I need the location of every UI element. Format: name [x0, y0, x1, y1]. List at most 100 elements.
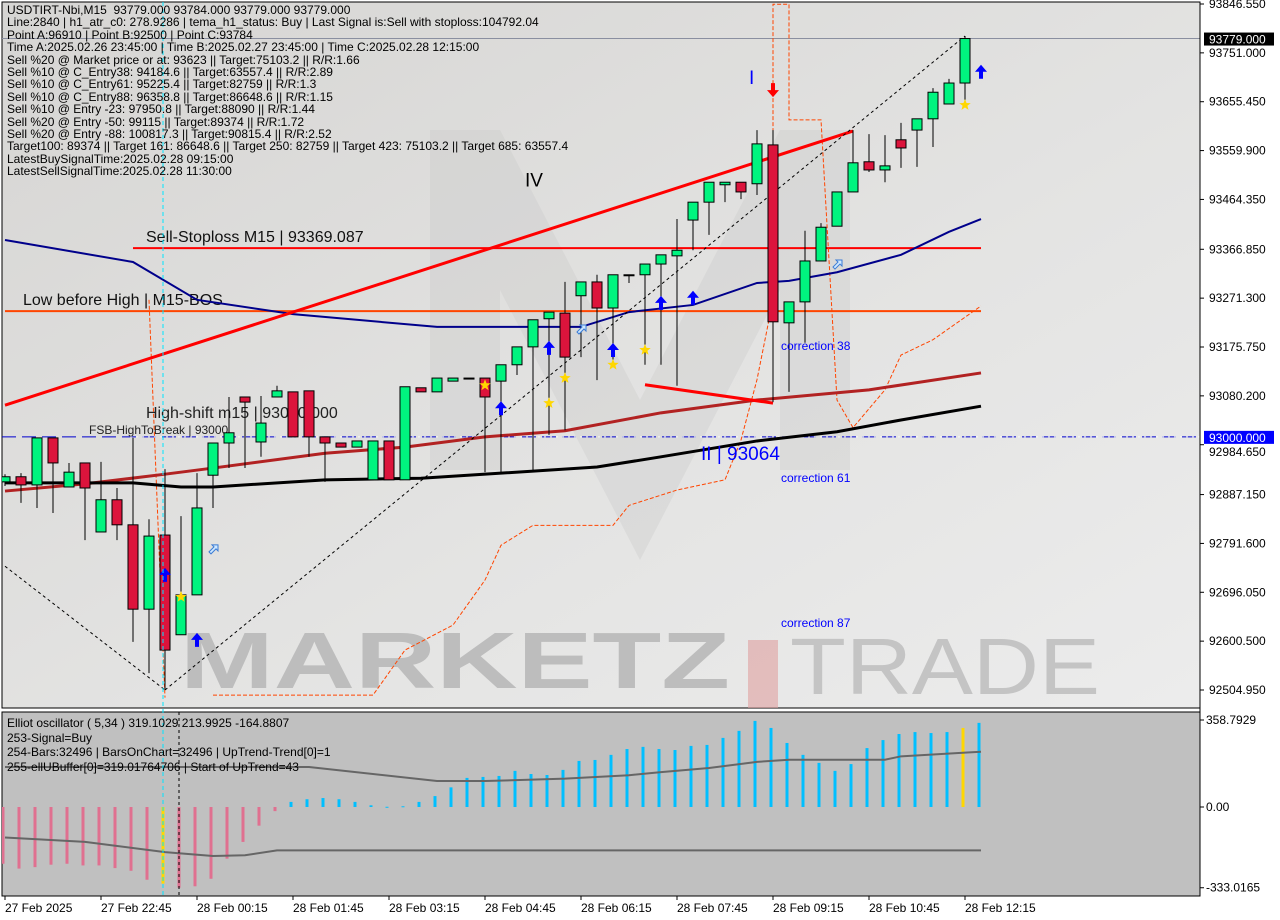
annotation-label: correction 61	[781, 471, 851, 485]
info-line: Sell %20 @ Entry -88: 100817.3 || Target…	[7, 126, 332, 141]
info-line: Target100: 89374 || Target 161: 86648.6 …	[7, 139, 569, 154]
candle-bearish	[239, 396, 251, 403]
watermark-logo: MARKETZ TRADE	[180, 130, 1100, 711]
oscillator-bar	[385, 806, 389, 808]
oscillator-bar	[545, 774, 549, 807]
oscillator-bar	[881, 740, 885, 807]
oscillator-bar	[289, 801, 293, 807]
oscillator-info-line: 255-ellUBuffer[0]=319.01764706 | Start o…	[7, 759, 299, 774]
time-axis-label: 28 Feb 03:15	[389, 901, 460, 915]
candle-bearish	[319, 436, 331, 444]
info-line: Sell %20 @ Entry -50: 99115 || Target:89…	[7, 114, 305, 129]
candle-bullish	[191, 507, 203, 596]
oscillator-bar	[705, 744, 709, 807]
oscillator-bar	[657, 749, 661, 807]
price-plot: Sell-Stoploss M15 | 93369.087 Low before …	[2, 3, 1200, 698]
buy-arrow-icon	[975, 64, 987, 79]
candle-bullish	[399, 386, 411, 481]
candle-bearish	[287, 391, 299, 438]
envelope-line	[213, 3, 982, 696]
candle-bearish	[559, 312, 571, 358]
oscillator-bar	[241, 807, 245, 842]
zigzag-a-b	[4, 565, 166, 691]
candle-bearish	[127, 524, 139, 610]
annotation-label: correction 87	[781, 616, 851, 630]
candle-bearish	[767, 144, 779, 323]
hollow-arrow-icon	[576, 324, 587, 335]
time-axis-label: 28 Feb 09:15	[773, 901, 844, 915]
oscillator-bar	[929, 733, 933, 807]
price-axis-label: 93366.850	[1209, 242, 1266, 256]
star-icon	[559, 372, 571, 383]
info-line: Sell %10 @ Entry -23: 97950.8 || Target:…	[7, 102, 315, 117]
candle-bearish	[15, 476, 27, 486]
oscillator-pane[interactable]	[1, 711, 1201, 897]
candle-bearish	[383, 440, 395, 481]
buy-arrow-icon	[191, 632, 203, 647]
candle-bearish	[415, 387, 427, 393]
oscillator-bar	[833, 770, 837, 807]
oscillator-signal-line	[5, 750, 982, 783]
watermark-text-right: TRADE	[790, 622, 1100, 711]
price-axis-label: 92504.950	[1209, 683, 1266, 697]
buy-arrow-icon	[495, 401, 507, 416]
oscillator-bar	[817, 762, 821, 807]
oscillator-bar	[97, 807, 101, 866]
price-tag-box	[1204, 430, 1274, 444]
candle-bullish	[751, 143, 763, 185]
oscillator-bar	[689, 745, 693, 807]
candle-bullish	[703, 181, 715, 203]
price-tag-label: 93779.000	[1209, 33, 1266, 47]
red-short-line	[644, 383, 774, 405]
oscillator-bar	[305, 799, 309, 807]
oscillator-axis-label: -333.0165	[1206, 881, 1260, 895]
buy-arrow-icon	[655, 295, 667, 310]
price-axis-label: 92887.150	[1209, 488, 1266, 502]
candle-bullish	[63, 471, 75, 488]
oscillator-bar	[81, 807, 85, 866]
annotation-label: I	[749, 68, 754, 89]
oscillator-bar	[449, 787, 453, 807]
oscillator-plot	[2, 720, 982, 888]
oscillator-bar	[273, 807, 277, 812]
level-label-fsb: FSB-HighToBreak | 93000	[89, 423, 229, 437]
candle-bearish	[335, 442, 347, 448]
candle-bullish	[31, 437, 43, 486]
info-line: USDTIRT-Nbi,M15 93779.000 93784.000 9377…	[7, 3, 351, 17]
candle-bullish	[719, 181, 731, 186]
oscillator-bar	[257, 807, 261, 826]
candle-bullish	[847, 162, 859, 193]
oscillator-bar	[209, 807, 213, 879]
oscillator-bar	[737, 730, 741, 807]
price-axis-label: 92696.050	[1209, 585, 1266, 599]
oscillator-signal-line	[4, 836, 981, 857]
oscillator-axis-label: 358.7929	[1206, 713, 1256, 727]
price-axis-label: 93271.300	[1209, 291, 1266, 305]
oscillator-bar	[353, 801, 357, 807]
candle-bullish	[815, 226, 827, 262]
oscillator-info-text: Elliot oscillator ( 5,34 ) 319.1029 213.…	[7, 716, 331, 774]
oscillator-bar	[465, 777, 469, 807]
oscillator-bar	[529, 774, 533, 807]
candle-bearish	[47, 437, 59, 464]
candle-bullish	[959, 38, 971, 84]
candle-bullish	[607, 274, 619, 309]
candle-bullish	[671, 249, 683, 257]
info-line: Sell %10 @ C_Entry61: 95225.4 || Target:…	[7, 77, 317, 92]
candle-bullish	[223, 432, 235, 444]
candle-bearish	[303, 390, 315, 438]
star-icon	[607, 358, 619, 370]
candle-bearish	[79, 462, 91, 489]
info-line: Time A:2025.02.26 23:45:00 | Time B:2025…	[7, 40, 480, 55]
red-trendline	[4, 129, 854, 407]
star-icon	[639, 343, 651, 355]
hollow-arrow-icon	[832, 259, 843, 270]
star-icon	[543, 397, 555, 408]
price-axis-label: 92600.500	[1209, 634, 1266, 648]
price-axis-label: 93559.900	[1209, 144, 1266, 158]
candle-bullish	[527, 319, 539, 348]
oscillator-bar	[785, 742, 789, 807]
level-label-sell-stoploss: Sell-Stoploss M15 | 93369.087	[146, 229, 364, 246]
time-axis-label: 28 Feb 00:15	[197, 901, 268, 915]
